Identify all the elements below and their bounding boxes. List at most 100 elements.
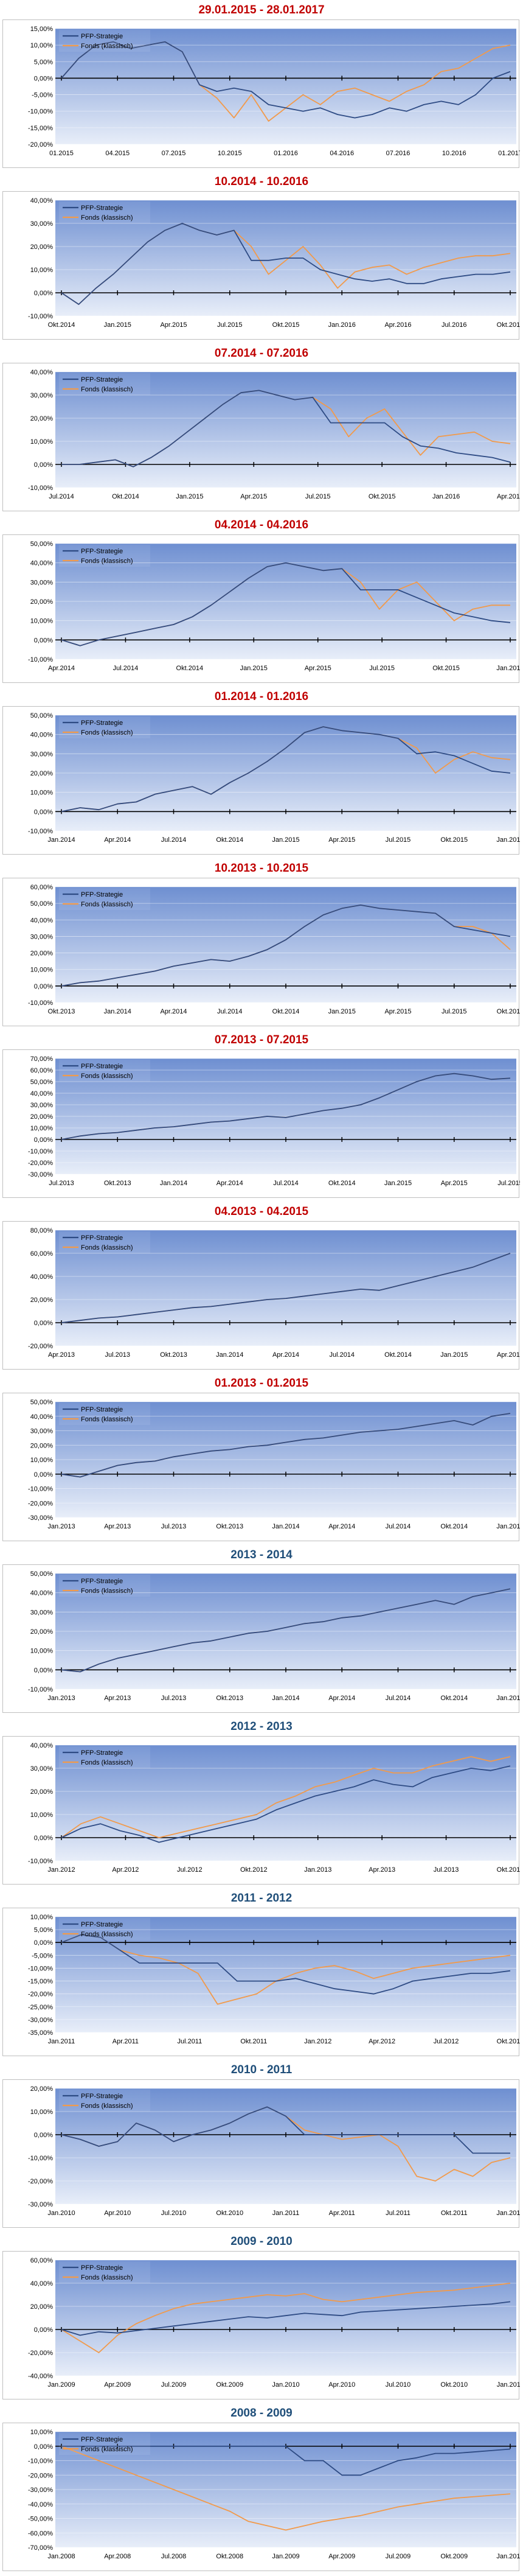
- legend: PFP-Strategie Fonds (klassisch): [59, 1746, 150, 1768]
- legend: PFP-Strategie Fonds (klassisch): [59, 2433, 150, 2455]
- plot-area: [55, 2260, 516, 2376]
- x-tick-label: Jul.2015: [217, 321, 243, 329]
- x-tick-label: Apr.2011: [113, 2038, 139, 2045]
- y-tick-label: 0,00%: [34, 1835, 53, 1842]
- chart-title: 01.2013 - 01.2015: [214, 1377, 309, 1390]
- legend-box: [59, 888, 150, 910]
- x-tick-label: Okt.2014: [216, 836, 243, 844]
- y-tick-label: -10,00%: [28, 313, 53, 320]
- y-tick-label: -70,00%: [28, 2544, 53, 2552]
- chart-frame: 80,00% 60,00% 40,00% 20,00% 0,00% -20,00% Apr.…: [2, 1221, 520, 1370]
- y-tick-label: 0,00%: [34, 983, 53, 990]
- line-chart: 10,00% 5,00% 0,00% -5,00% -10,00% -15,00% -20,…: [28, 1914, 520, 2045]
- y-tick-label: -10,00%: [28, 1858, 53, 1865]
- x-tick-label: Jan.2010: [496, 2553, 520, 2560]
- series-line-pfp-strategie: [61, 562, 511, 646]
- legend: PFP-Strategie Fonds (klassisch): [59, 201, 150, 223]
- line-chart: 80,00%60,00%40,00%20,00%0,00%-20,00%Apr.…: [28, 1227, 520, 1359]
- y-tick-label: -10,00%: [28, 999, 53, 1007]
- x-tick-label: Okt.2014: [48, 321, 75, 329]
- y-tick-label: 40,00%: [30, 560, 54, 567]
- x-tick-label: Okt.2015: [272, 321, 300, 329]
- series-line-pfp-strategie: [61, 41, 511, 119]
- chart-title: 04.2014 - 04.2016: [214, 519, 309, 531]
- y-tick-label: 0,00%: [34, 637, 53, 644]
- legend-label-fund: Fonds (klassisch): [81, 1759, 133, 1766]
- legend-box: [59, 1575, 150, 1597]
- legend-box: [59, 1403, 150, 1425]
- series-line-pfp-strategie: [61, 1413, 511, 1478]
- chart-title: 04.2013 - 04.2015: [214, 1205, 309, 1218]
- x-tick-label: Apr.2015: [328, 836, 355, 844]
- y-tick-label: 30,00%: [30, 392, 54, 399]
- x-tick-label: Jan.2012: [496, 2210, 520, 2217]
- legend: PFP-Strategie Fonds (klassisch): [59, 1403, 150, 1425]
- y-tick-label: 20,00%: [30, 1442, 54, 1449]
- chart-title: 07.2014 - 07.2016: [214, 347, 309, 360]
- y-tick-label: 0,00%: [34, 2132, 53, 2139]
- x-tick-label: 01.2015: [49, 150, 74, 157]
- legend-box: [59, 2433, 150, 2455]
- x-tick-label: Apr.2014: [104, 836, 131, 844]
- x-tick-label: Jan.2014: [272, 1695, 299, 1702]
- chart-frame: 50,00% 40,00% 30,00% 20,00% 10,00% 0,00% -10,0…: [2, 706, 520, 855]
- x-tick-label: Apr.2015: [497, 1351, 520, 1359]
- y-tick-label: -5,00%: [32, 92, 53, 99]
- chart-title: 10.2013 - 10.2015: [214, 862, 309, 875]
- legend-label-fund: Fonds (klassisch): [81, 1073, 133, 1080]
- x-tick-label: Okt.2014: [112, 493, 139, 500]
- x-tick-label: Jul.2014: [386, 1695, 411, 1702]
- y-tick-label: 40,00%: [30, 1590, 54, 1597]
- legend: PFP-Strategie Fonds (klassisch): [59, 1231, 150, 1253]
- legend-label-strategy: PFP-Strategie: [81, 1921, 123, 1928]
- y-tick-label: 0,00%: [34, 1939, 53, 1947]
- chart-title: 10.2014 - 10.2016: [214, 175, 309, 188]
- y-tick-label: 10,00%: [30, 1811, 54, 1819]
- line-chart: 70,00% 60,00% 50,00% 40,00% 30,00% 20,00% 10,0…: [28, 1055, 520, 1187]
- y-tick-label: 20,00%: [30, 2303, 54, 2311]
- x-tick-label: Okt.2013: [216, 1523, 243, 1530]
- chart-panel-10-2014-10-2016: 10.2014 - 10.2016 40,00% 30,00% 20,00% 10,00…: [0, 172, 523, 343]
- line-chart: 50,00% 40,00% 30,00% 20,00% 10,00% 0,00% -10,0…: [28, 1399, 520, 1530]
- x-tick-label: Jan.2015: [384, 1180, 412, 1187]
- y-tick-label: -20,00%: [28, 2178, 53, 2185]
- y-tick-label: 40,00%: [30, 1413, 54, 1421]
- series-line-pfp-strategie: [61, 905, 511, 987]
- x-tick-label: Okt.2013: [104, 1180, 131, 1187]
- x-tick-label: Jan.2009: [47, 2381, 75, 2389]
- x-tick-label: Jan.2015: [272, 836, 299, 844]
- x-tick-label: Jul.2012: [177, 1866, 203, 1874]
- x-tick-label: Apr.2013: [104, 1523, 131, 1530]
- x-tick-label: Apr.2015: [240, 493, 267, 500]
- y-tick-label: -10,00%: [28, 656, 53, 663]
- x-tick-label: Jan.2011: [272, 2210, 299, 2217]
- chart-panel-07-2014-07-2016: 07.2014 - 07.2016 40,00% 30,00% 20,00% 10,00…: [0, 343, 523, 515]
- y-tick-label: 10,00%: [30, 618, 54, 625]
- x-tick-label: Jan.2014: [216, 1351, 243, 1359]
- chart-panel-2011-2012: 2011 - 2012 10,00% 5,00% 0,00% -5,00% -10,00%…: [0, 1888, 523, 2060]
- chart-title: 2008 - 2009: [230, 2407, 293, 2420]
- y-tick-label: 70,00%: [30, 1055, 54, 1063]
- chart-panel-2009-2010: 2009 - 2010 60,00% 40,00% 20,00% 0,00% -20,00…: [0, 2231, 523, 2403]
- y-tick-label: 0,00%: [34, 75, 53, 82]
- x-tick-label: Jul.2015: [386, 836, 411, 844]
- y-tick-label: -30,00%: [28, 2201, 53, 2208]
- y-tick-label: 50,00%: [30, 712, 54, 719]
- y-tick-label: 30,00%: [30, 751, 54, 758]
- plot-area: [55, 887, 516, 1003]
- x-tick-label: Jan.2012: [47, 1866, 75, 1874]
- y-tick-label: 10,00%: [30, 789, 54, 797]
- legend-label-fund: Fonds (klassisch): [81, 214, 133, 222]
- x-tick-label: Apr.2016: [384, 321, 411, 329]
- y-tick-label: -20,00%: [28, 1160, 53, 1167]
- legend-label-fund: Fonds (klassisch): [81, 1416, 133, 1423]
- y-tick-label: -5,00%: [32, 1952, 53, 1959]
- series-line-pfp-strategie: [61, 1073, 511, 1140]
- x-tick-label: Okt.2015: [369, 493, 396, 500]
- chart-frame: 40,00% 30,00% 20,00% 10,00% 0,00% -10,00% Okt.…: [2, 191, 520, 340]
- x-tick-label: Okt.2013: [160, 1351, 187, 1359]
- x-tick-label: Jul.2012: [434, 2038, 459, 2045]
- legend-label-fund: Fonds (klassisch): [81, 2446, 133, 2453]
- legend-label-strategy: PFP-Strategie: [81, 1234, 123, 1242]
- legend: PFP-Strategie Fonds (klassisch): [59, 2090, 150, 2112]
